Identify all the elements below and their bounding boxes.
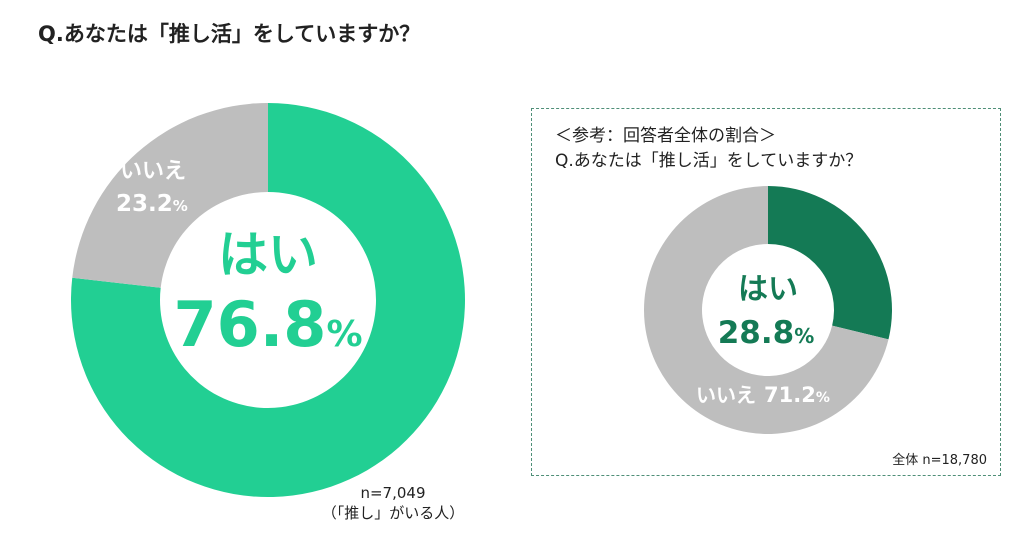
label-no: いいえ: [696, 383, 756, 407]
slice-yes: [70, 103, 466, 497]
sample-description: （「推し」がいる人）: [321, 504, 465, 522]
reference-donut-chart: はい 28.8% いいえ 71.2%: [643, 186, 893, 434]
reference-heading-line2: Q.あなたは「推し活」をしていますか？: [555, 151, 863, 171]
value-no: 71.2%: [764, 383, 830, 407]
label-yes: はい: [738, 272, 798, 307]
value-yes: 28.8%: [718, 315, 815, 351]
reference-panel: [531, 108, 1001, 476]
sample-size-note: n=7,049 （「推し」がいる人）: [293, 483, 493, 523]
main-donut-chart: いいえ 23.2% はい 76.8%: [70, 103, 466, 497]
slice-yes: [768, 186, 893, 340]
sample-size: n=7,049: [360, 484, 426, 502]
slice-no: [643, 186, 889, 434]
slice-no: [72, 103, 268, 288]
value-no: 23.2%: [116, 191, 188, 217]
reference-heading-line1: ＜参考：回答者全体の割合＞: [555, 126, 776, 146]
label-yes: はい: [218, 226, 318, 284]
value-yes: 76.8%: [173, 288, 362, 361]
page-title: Q.あなたは「推し活」をしていますか？: [38, 22, 421, 46]
reference-heading: ＜参考：回答者全体の割合＞ Q.あなたは「推し活」をしていますか？: [555, 124, 862, 174]
reference-sample-size: 全体 n=18,780: [892, 453, 987, 468]
label-no: いいえ: [120, 159, 186, 184]
